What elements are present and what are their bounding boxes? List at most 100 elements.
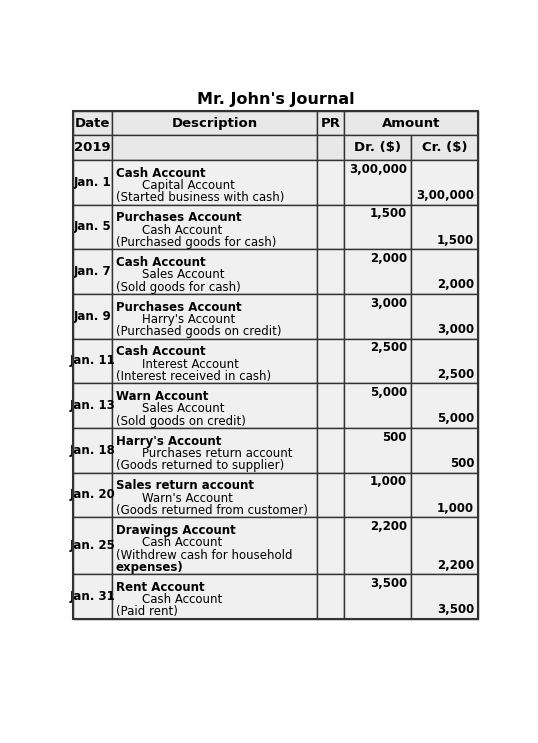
Text: Jan. 7: Jan. 7 (74, 265, 111, 278)
Bar (74, 517, 112, 574)
Text: (Goods returned from customer): (Goods returned from customer) (116, 504, 308, 517)
Text: Date: Date (75, 117, 110, 129)
Bar (112, 250, 317, 294)
Bar (74, 294, 112, 339)
Text: (Started business with cash): (Started business with cash) (116, 191, 284, 204)
Bar (317, 160, 344, 204)
Bar (74, 111, 478, 619)
Bar (112, 204, 317, 250)
Text: Jan. 11: Jan. 11 (70, 354, 116, 368)
Text: 2019: 2019 (74, 141, 111, 155)
Bar (344, 250, 411, 294)
Bar (344, 517, 411, 574)
Text: 500: 500 (383, 431, 407, 444)
Bar (411, 383, 478, 428)
Text: (Paid rent): (Paid rent) (116, 606, 178, 618)
Text: Rent Account: Rent Account (116, 581, 204, 594)
Text: 3,500: 3,500 (437, 603, 474, 616)
Text: 5,000: 5,000 (370, 386, 407, 399)
Text: PR: PR (321, 117, 341, 129)
Text: Purchases Account: Purchases Account (116, 301, 242, 314)
Text: Harry's Account: Harry's Account (116, 435, 221, 447)
Text: Cash Account: Cash Account (116, 166, 206, 180)
Text: Drawings Account: Drawings Account (116, 524, 236, 537)
Bar (112, 111, 317, 135)
Bar (344, 473, 411, 517)
Text: Dr. ($): Dr. ($) (354, 141, 401, 155)
Bar (411, 135, 478, 160)
Bar (411, 204, 478, 250)
Text: (Goods returned to supplier): (Goods returned to supplier) (116, 459, 284, 473)
Bar (344, 135, 411, 160)
Text: Cr. ($): Cr. ($) (422, 141, 467, 155)
Text: Cash Account: Cash Account (116, 256, 206, 269)
Text: Cash Account: Cash Account (141, 224, 222, 236)
Bar (317, 339, 344, 383)
Text: Capital Account: Capital Account (141, 179, 235, 192)
Bar (112, 473, 317, 517)
Bar (317, 250, 344, 294)
Bar (112, 135, 317, 160)
Text: 2,000: 2,000 (437, 278, 474, 291)
Text: (Purchased goods on credit): (Purchased goods on credit) (116, 325, 281, 338)
Bar (317, 574, 344, 619)
Bar (317, 111, 344, 135)
Bar (411, 517, 478, 574)
Text: Mr. John's Journal: Mr. John's Journal (197, 92, 355, 108)
Text: Jan. 5: Jan. 5 (74, 221, 112, 233)
Bar (112, 574, 317, 619)
Bar (112, 383, 317, 428)
Bar (74, 428, 112, 473)
Bar (411, 428, 478, 473)
Text: 1,500: 1,500 (437, 233, 474, 247)
Text: Cash Account: Cash Account (141, 593, 222, 606)
Bar (411, 339, 478, 383)
Text: Sales Account: Sales Account (141, 402, 224, 415)
Text: 2,000: 2,000 (370, 252, 407, 265)
Bar (317, 428, 344, 473)
Text: Warn Account: Warn Account (116, 390, 208, 403)
Bar (112, 517, 317, 574)
Text: 2,200: 2,200 (370, 520, 407, 533)
Text: Jan. 9: Jan. 9 (74, 310, 112, 322)
Text: Jan. 1: Jan. 1 (74, 176, 111, 189)
Text: Jan. 13: Jan. 13 (70, 399, 116, 412)
Bar (344, 383, 411, 428)
Text: Amount: Amount (382, 117, 440, 129)
Text: 2,500: 2,500 (437, 368, 474, 380)
Bar (411, 294, 478, 339)
Text: 3,000: 3,000 (370, 296, 407, 310)
Bar (74, 135, 112, 160)
Text: (Interest received in cash): (Interest received in cash) (116, 370, 271, 383)
Text: 500: 500 (450, 457, 474, 470)
Bar (317, 135, 344, 160)
Text: Interest Account: Interest Account (141, 357, 238, 371)
Text: (Sold goods for cash): (Sold goods for cash) (116, 281, 240, 293)
Bar (344, 160, 411, 204)
Text: (Sold goods on credit): (Sold goods on credit) (116, 415, 246, 427)
Bar (317, 383, 344, 428)
Text: Jan. 31: Jan. 31 (70, 590, 116, 603)
Text: 1,500: 1,500 (370, 207, 407, 221)
Text: 1,000: 1,000 (370, 476, 407, 488)
Bar (112, 339, 317, 383)
Bar (112, 294, 317, 339)
Text: (Purchased goods for cash): (Purchased goods for cash) (116, 236, 277, 249)
Text: 3,500: 3,500 (370, 577, 407, 590)
Text: Jan. 18: Jan. 18 (70, 444, 116, 457)
Text: Purchases Account: Purchases Account (116, 211, 242, 224)
Text: Cash Account: Cash Account (141, 536, 222, 549)
Text: 5,000: 5,000 (437, 412, 474, 425)
Bar (74, 574, 112, 619)
Bar (344, 339, 411, 383)
Text: Warn's Account: Warn's Account (141, 492, 232, 504)
Text: 3,000: 3,000 (437, 323, 474, 336)
Text: Jan. 25: Jan. 25 (70, 539, 116, 552)
Text: expenses): expenses) (116, 561, 183, 574)
Text: 3,00,000: 3,00,000 (416, 189, 474, 202)
Text: Sales return account: Sales return account (116, 479, 254, 492)
Text: (Withdrew cash for household: (Withdrew cash for household (116, 548, 293, 562)
Bar (344, 574, 411, 619)
Text: 2,200: 2,200 (437, 559, 474, 571)
Bar (411, 160, 478, 204)
